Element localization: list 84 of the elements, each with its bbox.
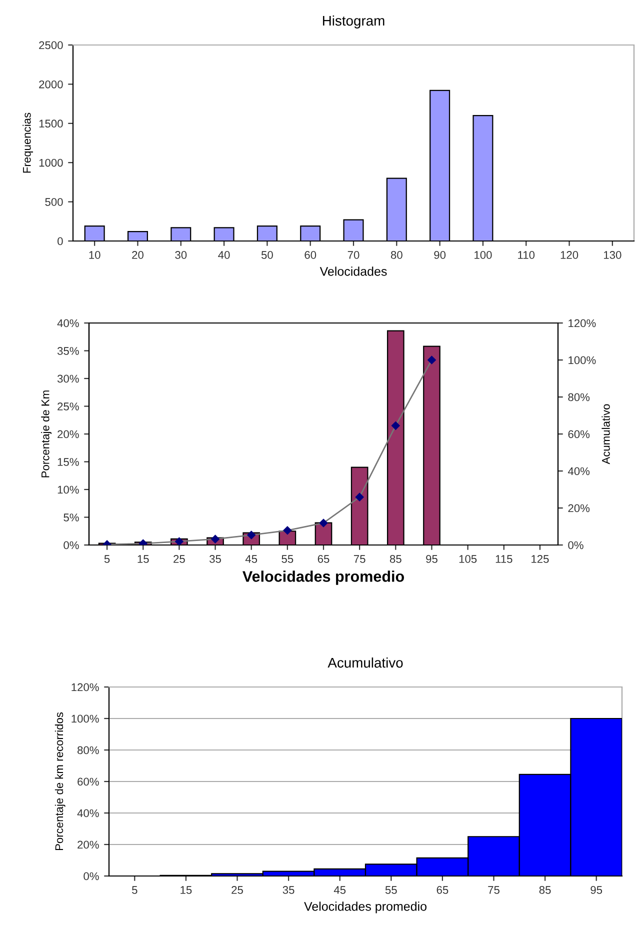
y-tick-label: 1000 <box>39 158 63 167</box>
y-tick-label: 120% <box>72 683 99 692</box>
x-tick-label: 110 <box>518 251 535 259</box>
x-tick-label: 25 <box>174 555 185 563</box>
y-tick-label: 30% <box>57 374 79 383</box>
x-tick-label: 95 <box>590 886 602 894</box>
x-tick-label: 35 <box>210 555 221 563</box>
x-tick-label: 125 <box>532 555 549 563</box>
x-tick-label: 120 <box>560 251 578 259</box>
chart-title: Acumulativo <box>328 657 403 668</box>
x-tick-label: 25 <box>232 886 243 894</box>
y-tick-label: 20% <box>58 430 79 438</box>
x-tick-label: 60 <box>304 251 316 259</box>
x-axis-title: Velocidades promedio <box>242 570 404 585</box>
x-axis-title: Velocidades <box>320 266 387 276</box>
bar <box>386 330 404 545</box>
y-axis-title: Porcentaje de Km <box>41 390 52 478</box>
y2-tick-label: 80% <box>568 393 590 402</box>
y2-tick-label: 60% <box>568 430 590 438</box>
y2-tick-label: 100% <box>568 356 596 364</box>
y-tick-label: 5% <box>64 514 79 522</box>
x-axis-title: Velocidades promedio <box>304 902 426 914</box>
x-tick-label: 90 <box>434 251 446 259</box>
point <box>428 356 436 364</box>
x-tick-label: 85 <box>390 555 402 563</box>
x-tick-label: 30 <box>175 251 187 259</box>
y-tick-label: 1500 <box>39 120 63 128</box>
x-tick-label: 75 <box>488 886 500 894</box>
x-tick-label: 65 <box>318 555 330 563</box>
y-tick-label: 60% <box>78 778 99 786</box>
x-tick-label: 15 <box>180 886 192 894</box>
x-tick-label: 105 <box>459 555 477 563</box>
y-axis-title: Porcentaje de km recorridos <box>54 712 66 850</box>
point <box>283 526 292 535</box>
y-tick-label: 2500 <box>39 41 63 50</box>
point <box>392 422 400 430</box>
y-tick-label: 100% <box>72 714 99 723</box>
bar <box>423 346 440 545</box>
y2-tick-label: 120% <box>568 319 596 328</box>
y-tick-label: 0 <box>58 237 63 246</box>
x-tick-label: 45 <box>334 886 346 894</box>
y2-tick-label: 40% <box>568 467 590 476</box>
x-tick-label: 55 <box>282 555 294 563</box>
y-tick-label: 40% <box>57 319 79 328</box>
x-tick-label: 5 <box>104 555 110 563</box>
x-tick-label: 80 <box>390 251 402 259</box>
y-tick-label: 10% <box>58 486 79 494</box>
chart-title: Histogram <box>323 15 384 28</box>
y-tick-label: 0% <box>84 872 99 880</box>
x-tick-label: 45 <box>245 555 258 563</box>
x-tick-label: 65 <box>436 886 448 894</box>
y-tick-label: 20% <box>78 840 99 849</box>
y-axis-title: Frequencias <box>22 112 34 173</box>
y-tick-label: 40% <box>77 809 99 818</box>
x-tick-label: 50 <box>261 251 273 259</box>
y2-tick-label: 20% <box>568 504 590 512</box>
x-tick-label: 15 <box>138 555 149 563</box>
y-tick-label: 25% <box>58 402 79 410</box>
x-tick-label: 75 <box>354 555 366 563</box>
y2-axis-title: Acumulativo <box>602 404 610 464</box>
point <box>319 518 328 528</box>
point <box>355 492 364 502</box>
x-tick-label: 115 <box>496 555 512 563</box>
x-tick-label: 35 <box>282 886 294 894</box>
y2-tick-label: 0% <box>568 541 584 550</box>
x-tick-label: 100 <box>474 251 492 259</box>
y-tick-label: 0% <box>64 541 79 550</box>
y-tick-label: 80% <box>78 746 99 754</box>
x-tick-label: 95 <box>426 555 438 563</box>
y-tick-label: 500 <box>45 198 63 206</box>
y-tick-label: 2000 <box>39 80 63 88</box>
y-tick-label: 35% <box>57 347 79 355</box>
bar <box>350 466 368 545</box>
y-tick-label: 15% <box>58 458 79 466</box>
x-tick-label: 20 <box>132 251 144 259</box>
x-tick-label: 55 <box>385 886 397 894</box>
x-tick-label: 130 <box>604 251 622 259</box>
x-tick-label: 10 <box>89 251 100 259</box>
x-tick-label: 70 <box>348 251 360 259</box>
x-tick-label: 85 <box>539 886 551 894</box>
point <box>211 534 220 544</box>
x-tick-label: 40 <box>218 251 230 259</box>
x-tick-label: 5 <box>132 886 138 894</box>
point <box>175 537 184 545</box>
